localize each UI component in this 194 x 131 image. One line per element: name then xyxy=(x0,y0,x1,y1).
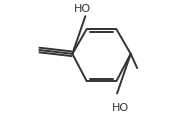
Text: HO: HO xyxy=(74,4,91,14)
Text: HO: HO xyxy=(112,103,129,113)
